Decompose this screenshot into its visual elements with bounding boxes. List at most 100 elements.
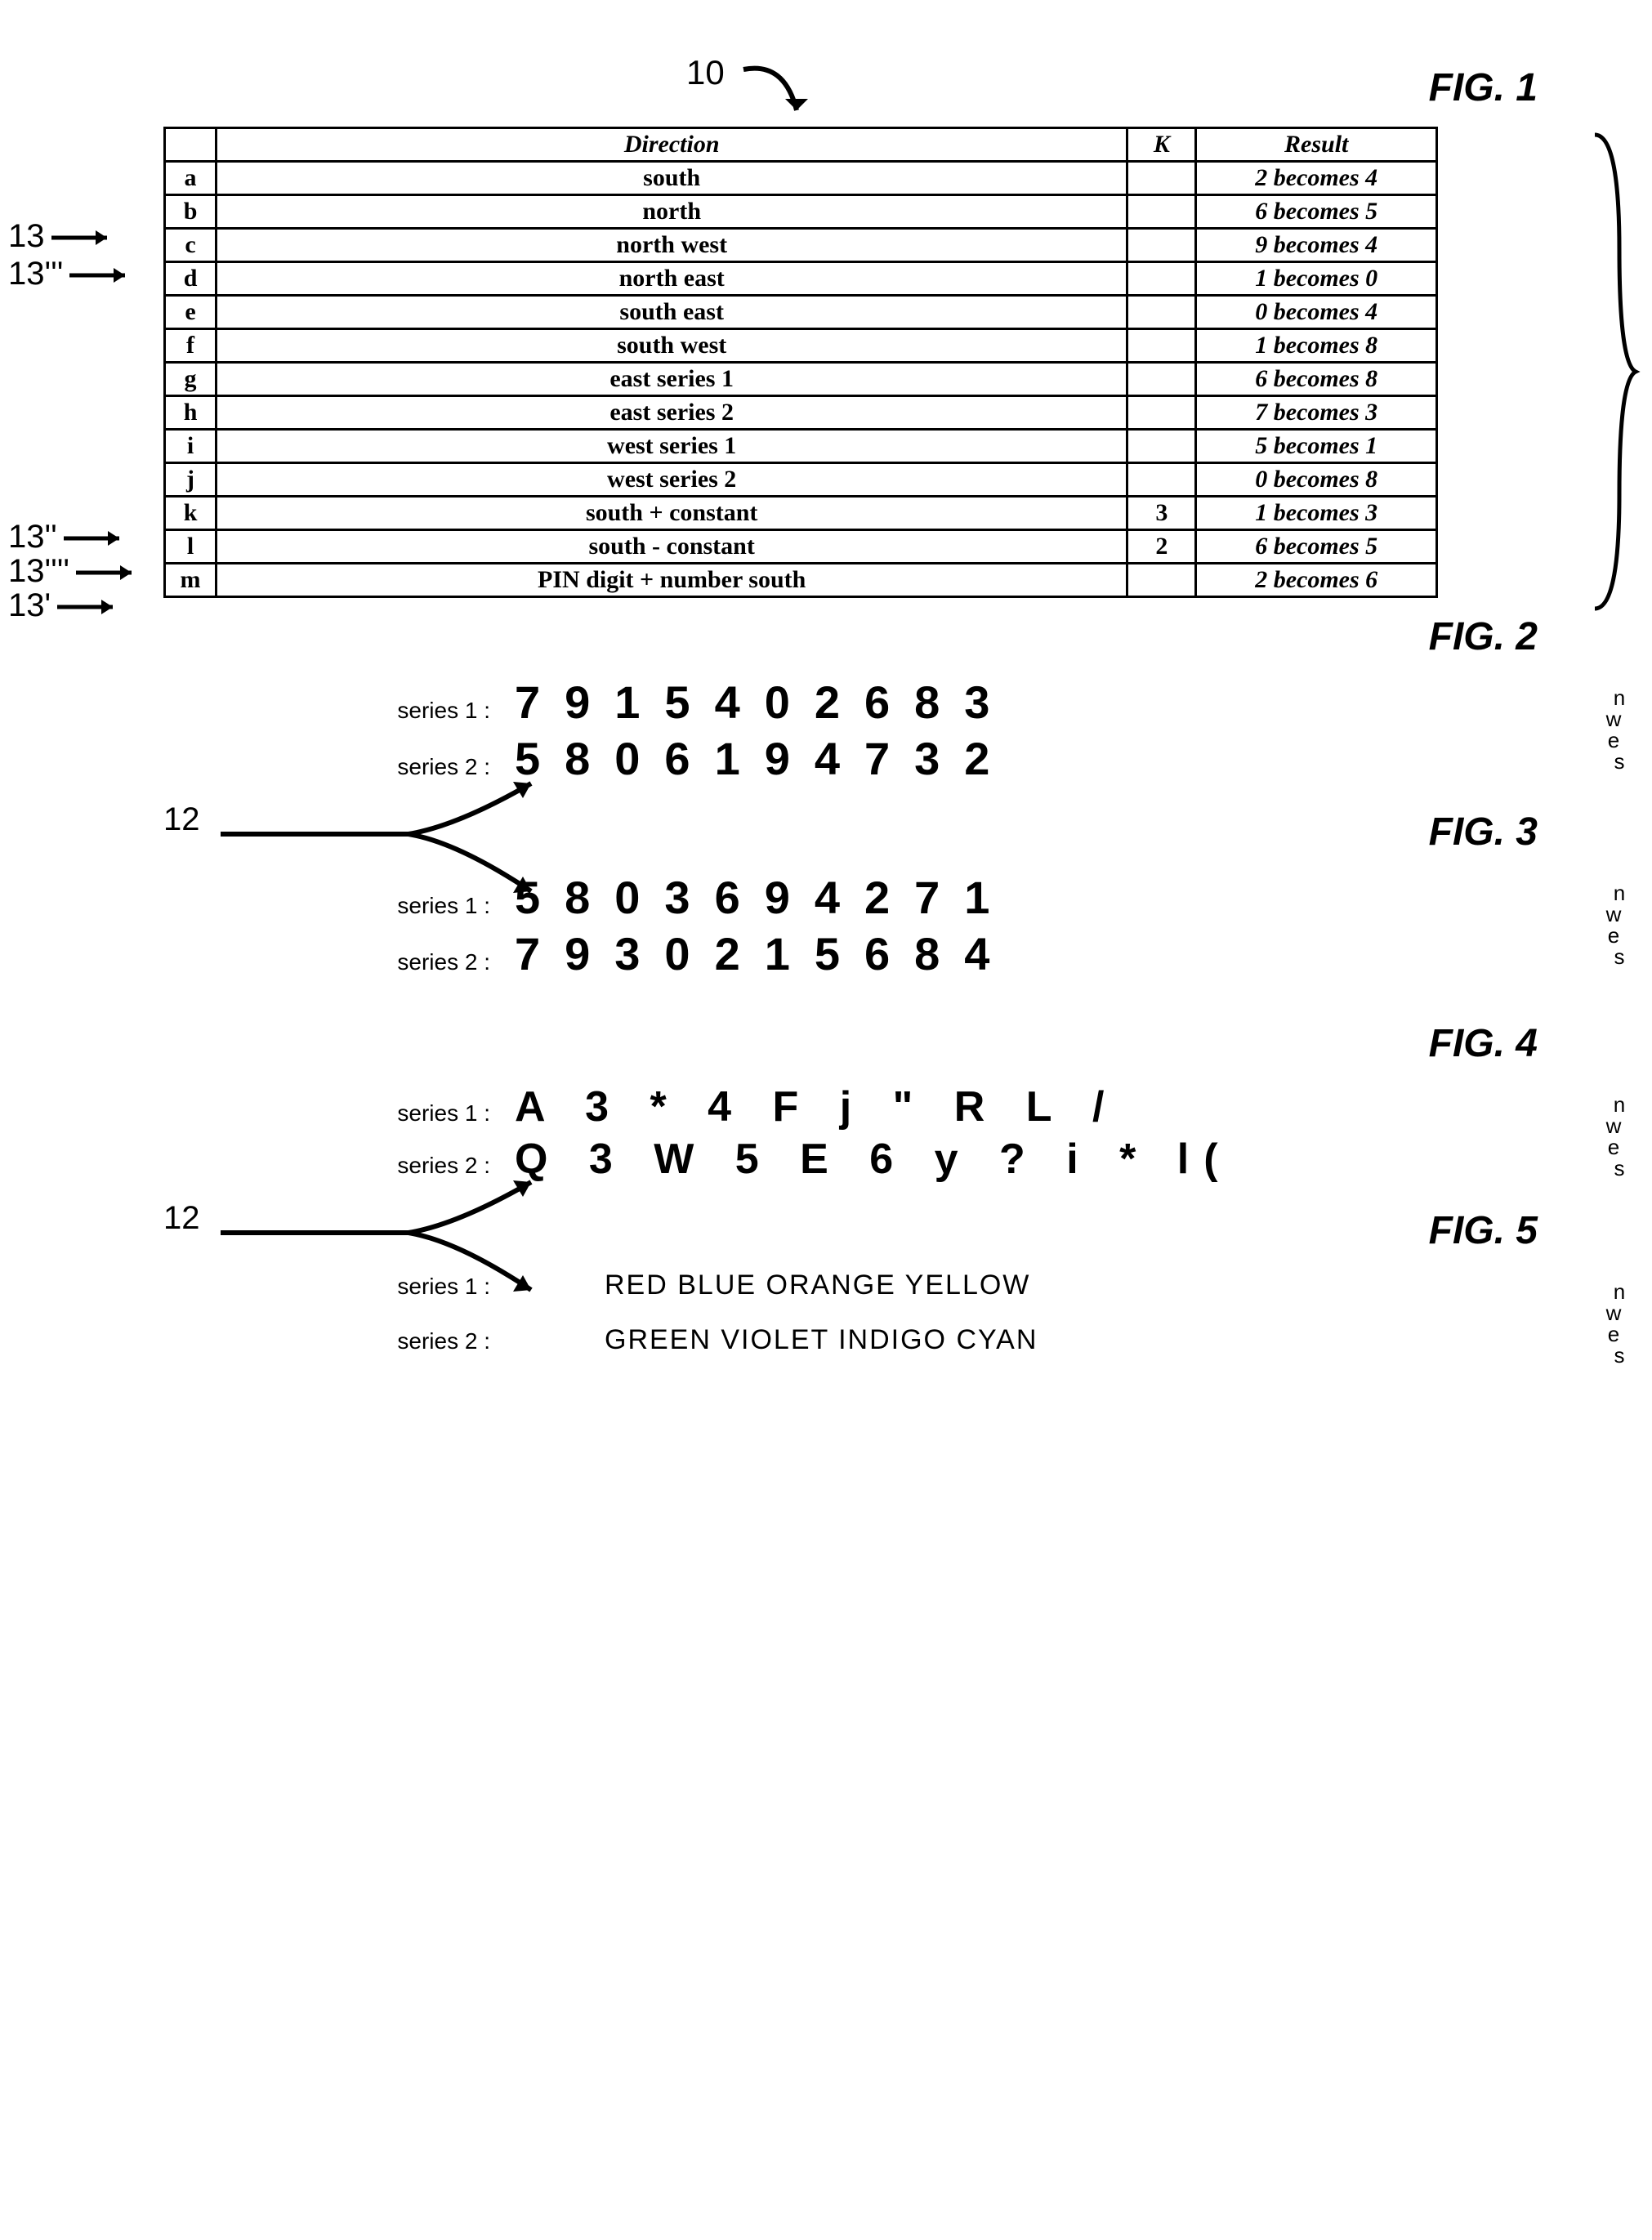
row-k: 2 (1127, 530, 1196, 564)
left-ref: 13'' (8, 519, 134, 556)
fig1-h-direction: Direction (217, 128, 1127, 162)
row-direction: PIN digit + number south (217, 564, 1127, 597)
row-result: 0 becomes 4 (1196, 296, 1437, 329)
row-key: a (165, 162, 217, 195)
compass-n: n (1587, 1094, 1652, 1115)
table-row: cnorth west9 becomes 4 (165, 229, 1437, 262)
compass-s: s (1587, 1345, 1652, 1366)
fig3-label2: series 2 : (359, 949, 490, 975)
compass-n: n (1587, 882, 1652, 904)
row-result: 1 becomes 8 (1196, 329, 1437, 363)
compass-s: s (1587, 751, 1652, 772)
fig5-block: series 1 : RED BLUE ORANGE YELLOW series… (359, 1269, 1587, 1356)
row-direction: north west (217, 229, 1127, 262)
fig4-compass: n w e s (1587, 1094, 1652, 1179)
row-key: m (165, 564, 217, 597)
compass-s: s (1587, 946, 1652, 967)
compass-we: w e (1587, 708, 1652, 751)
fig2-compass: n w e s (1587, 687, 1652, 772)
row-direction: north east (217, 262, 1127, 296)
row-direction: south + constant (217, 497, 1127, 530)
row-k (1127, 296, 1196, 329)
row-key: k (165, 497, 217, 530)
table-row: heast series 2 7 becomes 3 (165, 396, 1437, 430)
row-result: 9 becomes 4 (1196, 229, 1437, 262)
fig1-h-result: Result (1196, 128, 1437, 162)
compass-we: w e (1587, 904, 1652, 946)
fig5-row2: series 2 : GREEN VIOLET INDIGO CYAN (359, 1324, 1587, 1356)
fig3-block: series 1 : 5803694271 series 2 : 7930215… (359, 871, 1587, 980)
fig2-digits2: 5806194732 (515, 732, 1014, 785)
row-direction: east series 1 (217, 363, 1127, 396)
row-key: l (165, 530, 217, 564)
ref-10-num: 10 (686, 53, 725, 91)
table-row: dnorth east 1 becomes 0 (165, 262, 1437, 296)
table-row: iwest series 1 5 becomes 1 (165, 430, 1437, 463)
left-ref: 13' (8, 587, 127, 624)
fig1-table: Direction K Result asouth2 becomes 4bnor… (163, 127, 1438, 598)
fig1-brace (1587, 127, 1644, 621)
ref-12-b: 12 (163, 1200, 200, 1237)
row-direction: south east (217, 296, 1127, 329)
row-direction: north (217, 195, 1127, 229)
table-row: geast series 1 6 becomes 8 (165, 363, 1437, 396)
fig2-label1: series 1 : (359, 698, 490, 724)
fig4-chars1: A 3 * 4 F j " R L / (515, 1082, 1118, 1131)
row-direction: east series 2 (217, 396, 1127, 430)
fig5-compass: n w e s (1587, 1281, 1652, 1366)
left-ref-label: 13'''' (8, 553, 69, 589)
row-k (1127, 564, 1196, 597)
fig2-title: FIG. 2 (114, 614, 1538, 659)
fig4-chars2: Q 3 W 5 E 6 y ? i * l( (515, 1135, 1233, 1184)
fig3-compass: n w e s (1587, 882, 1652, 967)
row-k (1127, 430, 1196, 463)
row-key: i (165, 430, 217, 463)
row-result: 1 becomes 0 (1196, 262, 1437, 296)
row-k (1127, 162, 1196, 195)
fig4-title: FIG. 4 (114, 1021, 1538, 1066)
row-direction: west series 1 (217, 430, 1127, 463)
row-result: 5 becomes 1 (1196, 430, 1437, 463)
ref-10: 10 (686, 53, 725, 92)
row-key: j (165, 463, 217, 497)
left-ref-label: 13''' (8, 256, 63, 292)
row-result: 6 becomes 8 (1196, 363, 1437, 396)
row-k (1127, 363, 1196, 396)
row-result: 7 becomes 3 (1196, 396, 1437, 430)
row-key: h (165, 396, 217, 430)
row-result: 2 becomes 4 (1196, 162, 1437, 195)
table-row: mPIN digit + number south2 becomes 6 (165, 564, 1437, 597)
left-ref-label: 13 (8, 218, 45, 254)
fig2-row1: series 1 : 7915402683 (359, 676, 1587, 729)
row-result: 0 becomes 8 (1196, 463, 1437, 497)
left-ref: 13''' (8, 256, 140, 292)
fig3-digits1: 5803694271 (515, 871, 1014, 924)
row-k (1127, 229, 1196, 262)
row-direction: south west (217, 329, 1127, 363)
fig3-digits2: 7930215684 (515, 927, 1014, 980)
row-k (1127, 463, 1196, 497)
row-k (1127, 195, 1196, 229)
ref-12-a: 12 (163, 801, 200, 838)
left-ref: 13 (8, 218, 122, 255)
table-row: fsouth west1 becomes 8 (165, 329, 1437, 363)
compass-we: w e (1587, 1302, 1652, 1345)
fig5-label1: series 1 : (359, 1274, 490, 1300)
compass-n: n (1587, 687, 1652, 708)
table-row: asouth2 becomes 4 (165, 162, 1437, 195)
row-key: g (165, 363, 217, 396)
row-result: 1 becomes 3 (1196, 497, 1437, 530)
row-k: 3 (1127, 497, 1196, 530)
table-row: lsouth - constant26 becomes 5 (165, 530, 1437, 564)
row-direction: west series 2 (217, 463, 1127, 497)
table-row: ksouth + constant31 becomes 3 (165, 497, 1437, 530)
left-ref-label: 13'' (8, 519, 57, 555)
left-ref: 13'''' (8, 553, 146, 590)
table-row: bnorth6 becomes 5 (165, 195, 1437, 229)
fig1-title: FIG. 1 (114, 65, 1538, 110)
fig1-h-k: K (1127, 128, 1196, 162)
compass-we: w e (1587, 1115, 1652, 1158)
table-row: jwest series 2 0 becomes 8 (165, 463, 1437, 497)
row-key: e (165, 296, 217, 329)
row-key: d (165, 262, 217, 296)
